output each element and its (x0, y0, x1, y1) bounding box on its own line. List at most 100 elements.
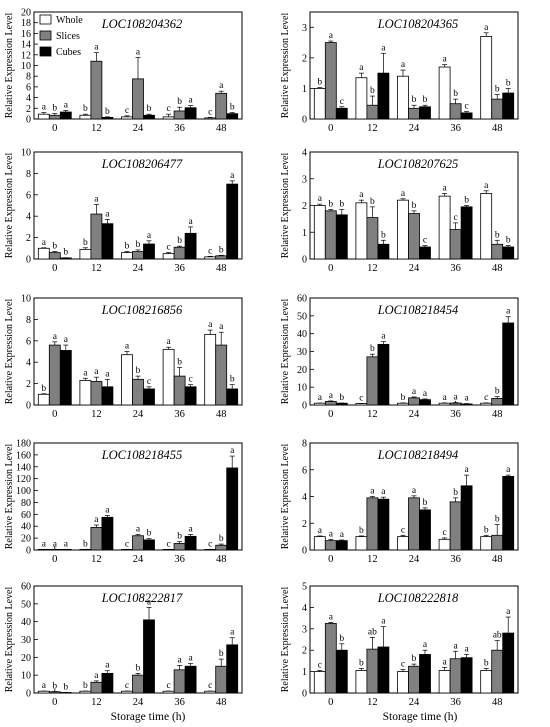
bar-cubes (101, 116, 114, 120)
significance-letter: b (484, 525, 489, 535)
x-tick-label: 12 (367, 123, 378, 134)
y-tick-label: 0 (26, 689, 31, 700)
x-tick-label: 48 (492, 263, 503, 274)
bar-slices (491, 398, 504, 406)
y-tick-label: 160 (16, 450, 31, 461)
bar-slices (366, 217, 379, 260)
x-axis-title-left: Storage time (h) (111, 711, 186, 723)
x-tick-label: 48 (492, 554, 503, 565)
x-tick-label: 24 (409, 697, 420, 708)
panel-title: LOC108204365 (377, 17, 459, 31)
significance-letter: a (401, 60, 406, 70)
bar-slices (173, 669, 186, 694)
bar-slices (132, 378, 144, 406)
legend-swatch-whole (39, 14, 52, 25)
significance-letter: b (423, 95, 428, 105)
bar-whole (438, 195, 451, 260)
bar-whole (438, 670, 451, 694)
y-axis-label: Relative Expression Level (280, 153, 291, 259)
bar-whole (37, 247, 50, 260)
bar-cubes (143, 539, 155, 551)
significance-letter: a (208, 320, 213, 330)
x-tick-label: 48 (492, 697, 503, 708)
x-tick-label: 12 (367, 554, 378, 565)
significance-letter: b (339, 200, 344, 210)
significance-letter: a (329, 31, 334, 41)
significance-letter: a (53, 539, 58, 549)
y-tick-label: 6 (26, 336, 31, 347)
bar-cubes (335, 649, 348, 694)
x-tick-label: 0 (52, 554, 57, 565)
bar-whole (313, 671, 326, 694)
significance-letter: a (53, 332, 58, 342)
y-tick-label: 2 (302, 53, 307, 64)
x-tick-label: 24 (133, 263, 144, 274)
bar-whole (121, 354, 133, 406)
bar-whole (480, 402, 493, 406)
significance-letter: a (329, 529, 334, 539)
bar-cubes (184, 535, 197, 551)
significance-letter: c (208, 246, 212, 256)
y-tick-label: 0 (302, 689, 307, 700)
significance-letter: a (506, 607, 511, 617)
x-tick-label: 36 (450, 123, 461, 134)
x-tick-label: 12 (91, 123, 102, 134)
x-tick-label: 24 (409, 409, 420, 420)
y-axis-label: Relative Expression Level (4, 153, 15, 259)
y-tick-label: 20 (297, 365, 307, 376)
significance-letter: b (453, 89, 458, 99)
significance-letter: b (177, 532, 182, 542)
significance-letter: a (359, 190, 364, 200)
panel-title: LOC108222817 (101, 591, 183, 605)
bar-cubes (460, 485, 473, 551)
x-tick-label: 36 (174, 409, 185, 420)
x-tick-label: 24 (133, 123, 144, 134)
y-tick-label: 20 (21, 8, 31, 19)
significance-letter: a (318, 526, 323, 536)
x-tick-label: 48 (216, 554, 227, 565)
bar-whole (204, 256, 217, 260)
y-tick-label: 0 (302, 115, 307, 126)
significance-letter: a (105, 209, 110, 219)
bar-slices (132, 674, 144, 694)
bar-cubes (226, 644, 239, 694)
bar-slices (324, 540, 337, 551)
x-tick-label: 12 (91, 697, 102, 708)
bar-cubes (143, 114, 155, 120)
significance-letter: a (506, 307, 511, 317)
significance-letter: a (318, 194, 323, 204)
y-tick-label: 0 (302, 255, 307, 266)
significance-letter: b (370, 344, 375, 354)
bar-slices (366, 104, 379, 120)
bar-slices (324, 210, 337, 260)
significance-letter: b (147, 529, 152, 539)
y-tick-label: 4 (26, 358, 31, 369)
significance-letter: a (381, 487, 386, 497)
y-axis-label: Relative Expression Level (280, 587, 291, 693)
bar-slices (449, 501, 462, 551)
y-tick-label: 4 (26, 93, 31, 104)
significance-letter: c (340, 97, 344, 107)
significance-letter: a (423, 389, 428, 399)
significance-letter: a (464, 465, 469, 475)
y-tick-label: 0 (302, 546, 307, 557)
bar-slices (173, 375, 186, 406)
significance-letter: a (94, 367, 99, 377)
significance-letter: b (317, 78, 322, 88)
significance-letter: c (359, 393, 363, 403)
significance-letter: b (412, 654, 417, 664)
significance-letter: c (125, 539, 129, 549)
significance-letter: a (188, 96, 193, 106)
significance-letter: a (484, 23, 489, 33)
bar-cubes (101, 516, 114, 551)
significance-letter: c (442, 528, 446, 538)
y-axis-label: Relative Expression Level (4, 587, 15, 693)
bar-cubes (419, 246, 431, 260)
y-tick-label: 14 (21, 40, 31, 51)
y-axis-label: Relative Expression Level (280, 299, 291, 405)
x-tick-label: 24 (133, 554, 144, 565)
significance-letter: b (83, 238, 88, 248)
significance-letter: b (177, 358, 182, 368)
y-tick-label: 6 (26, 82, 31, 93)
y-tick-label: 5 (302, 582, 307, 593)
